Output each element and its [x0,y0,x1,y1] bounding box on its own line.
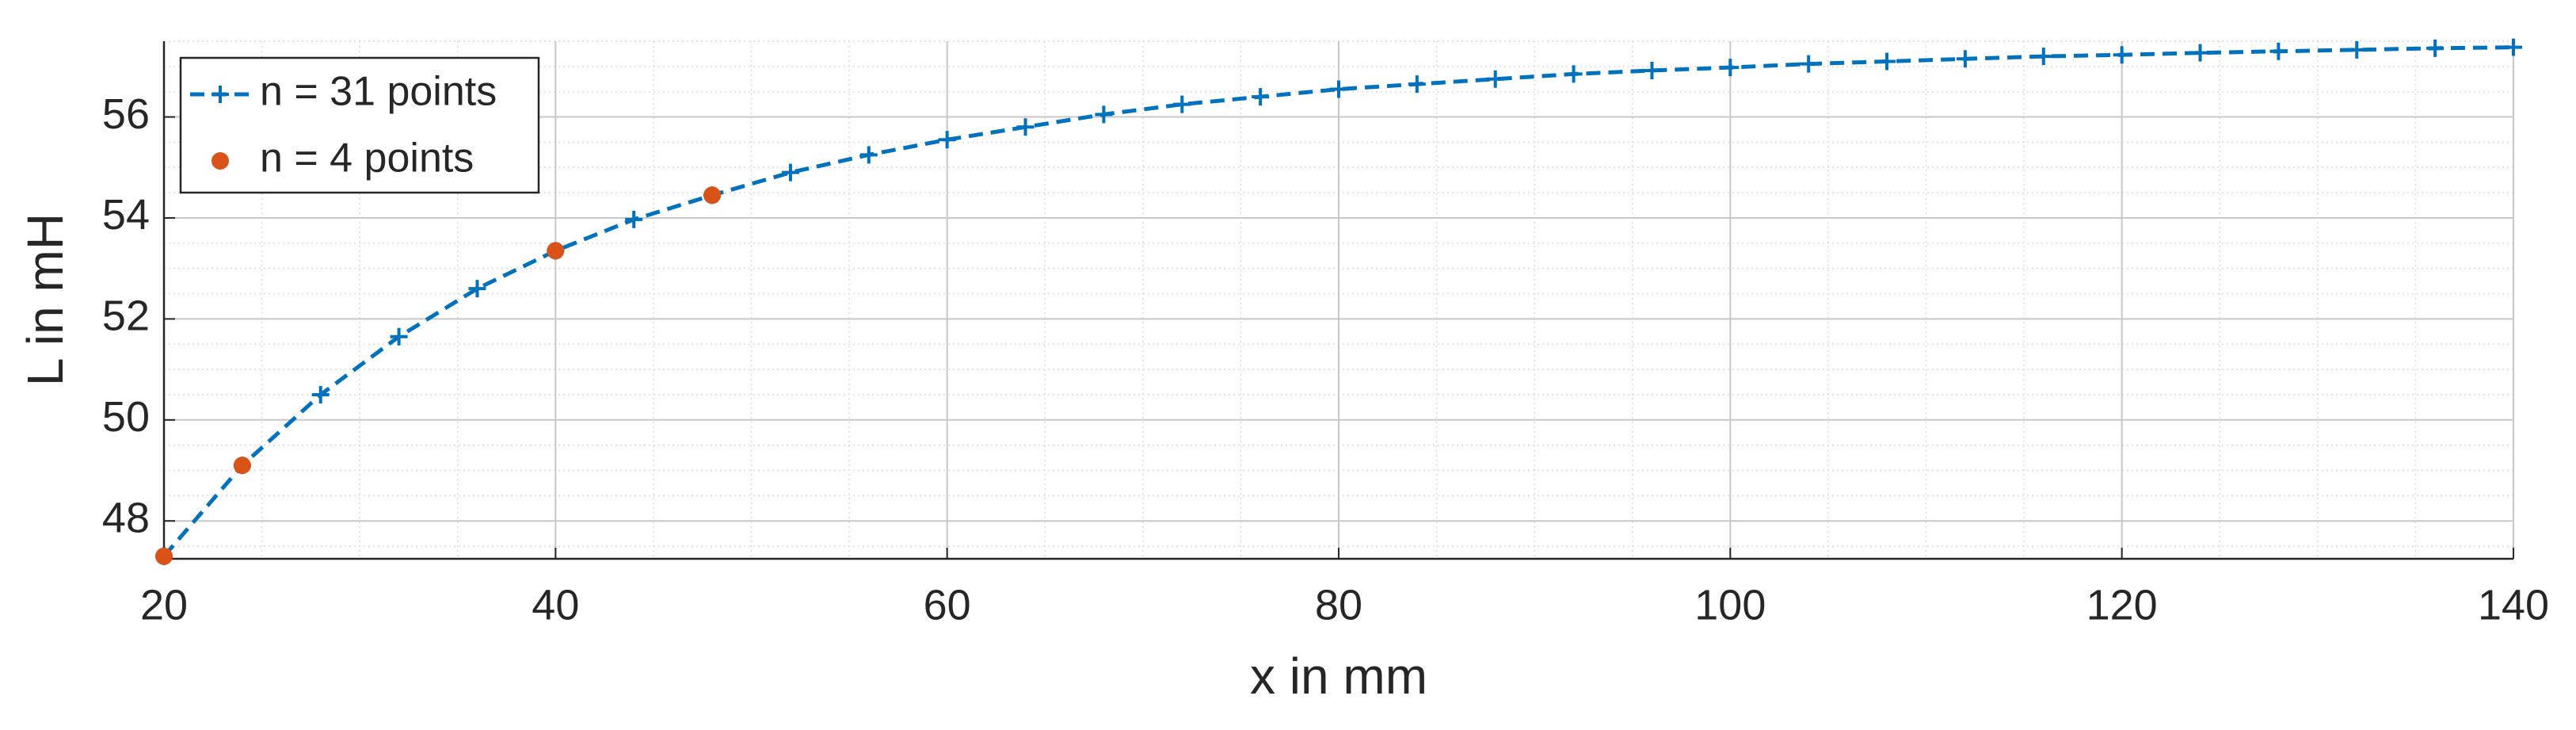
point [390,327,408,346]
x-tick-label: 60 [924,581,971,629]
point [859,146,878,164]
point [1721,59,1740,77]
point [1878,52,1896,71]
legend-marker [211,86,229,103]
y-tick-label: 56 [102,90,150,138]
y-tick-label: 50 [102,393,150,441]
point [938,131,956,149]
point [2348,40,2366,59]
legend-label: n = 31 points [260,69,497,115]
legend-box [179,56,540,194]
point [2191,44,2209,62]
point [781,163,799,182]
point [1408,75,1426,94]
legend: n = 31 points n = 4 points [179,56,540,194]
x-tick-label: 100 [1694,581,1766,629]
y-tick-label: 48 [102,494,150,541]
point [2269,42,2288,60]
point [547,242,565,260]
point [1330,80,1347,98]
y-axis-label: L in mH [17,213,74,386]
point [233,457,251,475]
x-tick-label: 20 [140,581,188,629]
point [2034,48,2052,66]
point [1486,70,1504,88]
point [625,210,643,228]
point [468,280,486,298]
point [2505,38,2522,56]
point [1643,61,1661,79]
point [1800,55,1818,73]
point [155,547,173,565]
point [1173,95,1191,113]
point [703,186,722,204]
point [1564,65,1583,83]
legend-marker [211,152,229,170]
point [1252,88,1270,106]
legend-label: n = 4 points [260,136,474,182]
point [2426,39,2445,57]
x-axis-label: x in mm [1250,648,1427,705]
x-tick-label: 40 [532,581,579,629]
point [1956,50,1974,68]
point [1016,118,1035,136]
x-tick-label: 120 [2086,581,2158,629]
point [311,385,330,403]
x-tick-label: 80 [1315,581,1362,629]
y-tick-label: 52 [102,292,150,340]
point [1095,105,1113,124]
y-tick-label: 54 [102,191,150,239]
x-tick-label: 140 [2478,581,2549,629]
point [2113,46,2131,64]
